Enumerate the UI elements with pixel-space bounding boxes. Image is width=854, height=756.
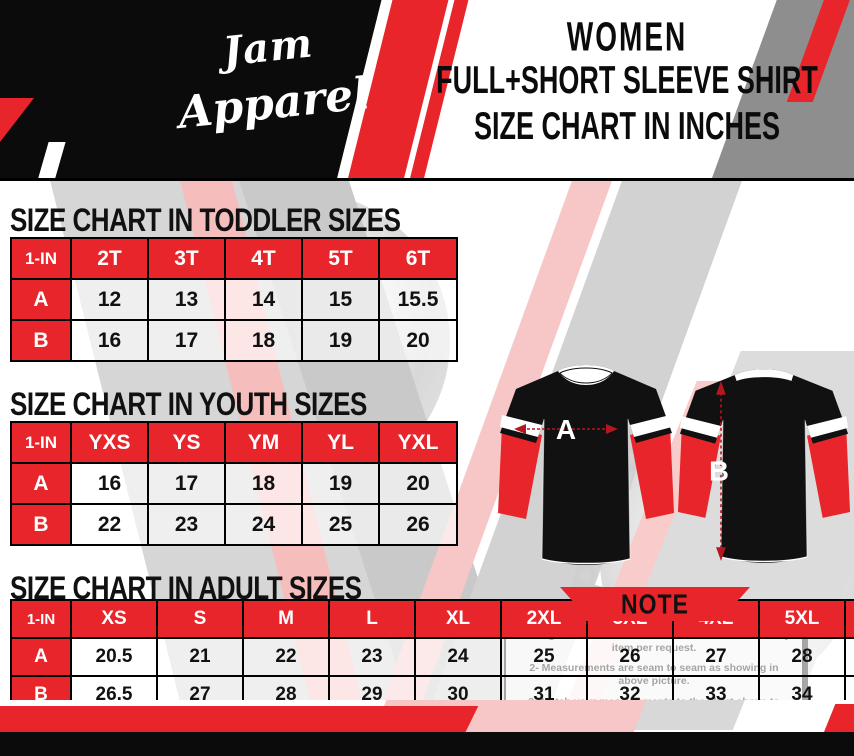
youth-corner-label: 1-IN	[10, 421, 72, 464]
table-row: B 16 17 18 19 20	[10, 319, 458, 362]
shirt-front-graphic: A	[498, 365, 674, 565]
youth-col-ys: YS	[147, 421, 226, 464]
toddler-a-5t: 15	[301, 278, 380, 321]
toddler-a-4t: 14	[224, 278, 303, 321]
toddler-col-3t: 3T	[147, 237, 226, 280]
adult-row-a-label: A	[10, 637, 72, 677]
youth-col-yl: YL	[301, 421, 380, 464]
adult-a-xl: 24	[414, 637, 502, 677]
toddler-col-2t: 2T	[70, 237, 149, 280]
youth-b-ys: 23	[147, 503, 226, 546]
toddler-a-3t: 13	[147, 278, 226, 321]
header-title-line-3: SIZE CHART IN INCHES	[473, 103, 781, 148]
note-ribbon-banner: NOTE	[560, 587, 750, 621]
toddler-col-6t: 6T	[378, 237, 458, 280]
toddler-b-4t: 18	[224, 319, 303, 362]
adult-a-2xl: 25	[500, 637, 588, 677]
toddler-b-3t: 17	[147, 319, 226, 362]
youth-col-ym: YM	[224, 421, 303, 464]
chart-body: APPAREL	[0, 178, 854, 708]
adult-col-5xl: 5XL	[758, 599, 846, 639]
table-row: A 20.5 21 22 23 24 25 26 27 28 29	[10, 637, 854, 677]
adult-a-5xl: 28	[758, 637, 846, 677]
youth-b-yxl: 26	[378, 503, 458, 546]
adult-col-xl: XL	[414, 599, 502, 639]
youth-section-title: SIZE CHART IN YOUTH SIZES	[10, 385, 367, 423]
adult-size-table: 1-IN XS S M L XL 2XL 3XL 4XL 5XL 6XL A 2…	[10, 599, 854, 708]
adult-corner-label: 1-IN	[10, 599, 72, 639]
header-title-line-1: WOMEN	[566, 14, 688, 59]
adult-col-l: L	[328, 599, 416, 639]
header-white-tick	[35, 142, 66, 178]
adult-col-s: S	[156, 599, 244, 639]
youth-b-ym: 24	[224, 503, 303, 546]
adult-a-m: 22	[242, 637, 330, 677]
adult-a-xs: 20.5	[70, 637, 158, 677]
adult-col-xs: XS	[70, 599, 158, 639]
table-row: B 22 23 24 25 26	[10, 503, 458, 546]
toddler-col-5t: 5T	[301, 237, 380, 280]
youth-size-table: 1-IN YXS YS YM YL YXL A 16 17 18 19 20	[10, 421, 458, 546]
youth-a-ym: 18	[224, 462, 303, 505]
toddler-b-6t: 20	[378, 319, 458, 362]
toddler-a-6t: 15.5	[378, 278, 458, 321]
shirt-illustrations: A B	[496, 363, 852, 575]
adult-a-l: 23	[328, 637, 416, 677]
toddler-corner-label: 1-IN	[10, 237, 72, 280]
youth-a-ys: 17	[147, 462, 226, 505]
youth-header-row: 1-IN YXS YS YM YL YXL	[10, 421, 458, 464]
toddler-row-b-label: B	[10, 319, 72, 362]
youth-b-yl: 25	[301, 503, 380, 546]
adult-a-6xl: 29	[844, 637, 854, 677]
youth-a-yxl: 20	[378, 462, 458, 505]
adult-a-3xl: 26	[586, 637, 674, 677]
shirt-back-graphic: B	[677, 369, 851, 563]
youth-col-yxs: YXS	[70, 421, 149, 464]
adult-a-s: 21	[156, 637, 244, 677]
youth-a-yxs: 16	[70, 462, 149, 505]
adult-b-6xl: 35	[844, 675, 854, 708]
toddler-a-2t: 12	[70, 278, 149, 321]
toddler-header-row: 1-IN 2T 3T 4T 5T 6T	[10, 237, 458, 280]
adult-col-6xl: 6XL	[844, 599, 854, 639]
youth-row-b-label: B	[10, 503, 72, 546]
toddler-section-title: SIZE CHART IN TODDLER SIZES	[10, 201, 401, 239]
youth-row-a-label: A	[10, 462, 72, 505]
table-row: A 16 17 18 19 20	[10, 462, 458, 505]
footer-banner	[0, 700, 854, 756]
toddler-col-4t: 4T	[224, 237, 303, 280]
header-title: WOMEN FULL+SHORT SLEEVE SHIRT SIZE CHART…	[434, 14, 820, 147]
brand-logo: Jam Apparel	[138, 16, 398, 162]
adult-a-4xl: 27	[672, 637, 760, 677]
table-row: A 12 13 14 15 15.5	[10, 278, 458, 321]
header-red-triangle	[0, 98, 34, 142]
youth-col-yxl: YXL	[378, 421, 458, 464]
toddler-b-5t: 19	[301, 319, 380, 362]
note-heading: NOTE	[621, 587, 689, 619]
shirt-front-label: A	[556, 414, 576, 445]
shirt-back-label: B	[709, 456, 729, 487]
toddler-row-a-label: A	[10, 278, 72, 321]
header-banner: Jam Apparel WOMEN FULL+SHORT SLEEVE SHIR…	[0, 0, 854, 178]
brand-line-2: Apparel	[175, 68, 373, 139]
toddler-size-table: 1-IN 2T 3T 4T 5T 6T A 12 13 14 15 15.5	[10, 237, 458, 362]
header-title-line-2: FULL+SHORT SLEEVE SHIRT	[436, 58, 818, 102]
youth-a-yl: 19	[301, 462, 380, 505]
toddler-b-2t: 16	[70, 319, 149, 362]
youth-b-yxs: 22	[70, 503, 149, 546]
adult-col-m: M	[242, 599, 330, 639]
footer-black-bar	[0, 732, 854, 756]
